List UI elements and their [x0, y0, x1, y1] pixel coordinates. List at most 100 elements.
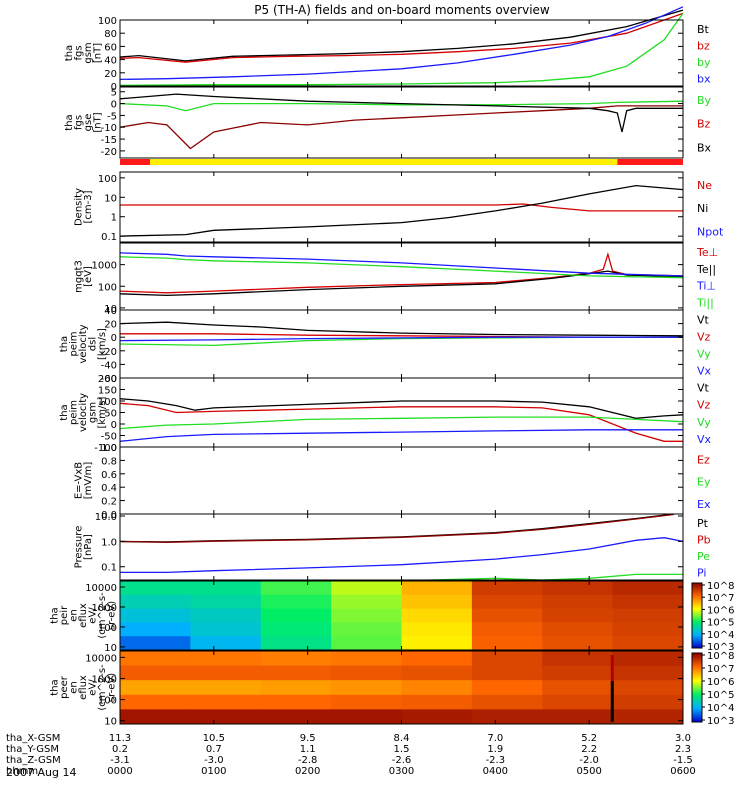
y-axis-label: velocity	[78, 393, 89, 432]
panel-frame	[119, 19, 684, 87]
y-tick-label: -5	[107, 111, 117, 122]
series-velocity-perm-Vx	[119, 336, 683, 342]
heatmap-cell	[190, 680, 262, 696]
panel-frame	[119, 446, 684, 515]
y-tick-label: 5	[111, 88, 117, 99]
y-tick-label: 50	[104, 409, 117, 420]
heatmap-cell	[260, 581, 332, 596]
colorbar-tick-label: 10^5	[707, 618, 734, 629]
y-tick-label: -15	[101, 135, 117, 146]
y-tick-label: -100	[94, 443, 117, 454]
y-tick-label: -10	[101, 123, 117, 134]
y-tick-label: 0	[111, 100, 117, 111]
colorbar-tick-label: 10^3	[707, 642, 734, 653]
legend-label: Vy	[697, 416, 711, 429]
heatmap-cell	[260, 594, 332, 610]
heatmap-cell	[471, 680, 543, 696]
colorbar-tick-label: 10^3	[707, 716, 734, 727]
heatmap-cell	[331, 694, 402, 710]
heatmap-cell	[120, 581, 191, 596]
legend-label: Ni	[697, 202, 708, 215]
heatmap-cell	[542, 680, 614, 696]
heatmap-cell	[331, 665, 402, 681]
colorbar-tick-label: 10^6	[707, 605, 734, 616]
heatmap-cell	[542, 594, 614, 610]
heatmap-cell	[542, 636, 614, 651]
heatmap-cell	[260, 680, 332, 696]
heatmap-cell	[190, 608, 262, 623]
heatmap-cell	[401, 680, 473, 696]
heatmap-cell	[401, 581, 473, 596]
y-tick-label: 0.0	[101, 510, 117, 521]
legend-label: Te⊥	[696, 246, 718, 259]
y-tick-label: 20	[104, 320, 117, 331]
y-axis-label: peim	[69, 400, 80, 425]
y-axis-label: sr-eV)	[107, 601, 118, 630]
heatmap-cell	[120, 622, 191, 637]
heatmap-cell	[401, 651, 473, 667]
y-tick-label: -40	[101, 360, 117, 371]
series-pressure-Pi	[120, 537, 684, 574]
heatmap-cell	[190, 581, 262, 596]
y-tick-label: 40	[104, 56, 117, 67]
y-axis-label: [nPa]	[83, 534, 94, 560]
y-tick-label: 10000	[85, 583, 117, 594]
heatmap-cell	[471, 651, 543, 667]
legend-label: Npot	[697, 226, 724, 239]
x-axis-value: 0100	[201, 766, 226, 777]
plot-title: P5 (TH-A) fields and on-board moments ov…	[254, 3, 550, 17]
heatmap-cell	[120, 680, 191, 696]
heatmap-cell	[542, 651, 614, 667]
y-tick-label: 20	[104, 69, 117, 80]
heatmap-cell	[542, 581, 614, 596]
heatmap-cell	[612, 608, 684, 623]
x-axis-value: 5.2	[581, 733, 597, 744]
panel-ion-spectrogram: 10^310^410^5 10^610^710^8 10 100 1000 10000 th…	[50, 580, 734, 654]
x-axis-value: 3.0	[675, 733, 691, 744]
y-tick-label: 150	[98, 386, 117, 397]
heatmap-cell	[331, 608, 402, 623]
heatmap-cell	[401, 608, 473, 623]
legend-label: Pt	[697, 517, 709, 530]
y-axis-label: [km/s]	[97, 328, 108, 360]
y-axis-label: tha	[64, 45, 75, 61]
heatmap-cell	[260, 636, 332, 651]
x-axis-value: 2.3	[675, 744, 691, 755]
x-axis-value: -3.0	[204, 755, 224, 766]
legend-label: Ex	[697, 498, 711, 511]
y-tick-label: 1000	[92, 261, 117, 272]
x-axis-value: 0200	[295, 766, 320, 777]
heatmap-cell	[260, 622, 332, 637]
x-axis-value: 2.2	[581, 744, 597, 755]
heatmap-cell	[120, 608, 191, 623]
y-tick-label: 0.1	[101, 232, 117, 243]
heatmap-cell	[190, 636, 262, 651]
data-gap-black	[610, 681, 614, 722]
y-tick-label: 100	[98, 696, 117, 707]
y-tick-label: 1	[111, 213, 117, 224]
series-fgs-gsm-bz	[119, 12, 684, 63]
colorbar-tick-label: 10^4	[707, 630, 734, 641]
y-axis-label: eV/	[88, 607, 99, 624]
series-temperature-Te||	[119, 270, 684, 297]
y-tick-label: 1000	[92, 674, 117, 685]
legend-label: Bz	[697, 118, 711, 131]
heatmap-cell	[542, 665, 614, 681]
heatmap-cell	[120, 651, 191, 667]
mode-bar-segment	[150, 159, 618, 165]
y-tick-label: 10	[104, 304, 117, 315]
legend-label: Vy	[697, 347, 711, 360]
colorbar	[691, 582, 703, 649]
legend-label: Pi	[697, 567, 706, 580]
panel-temperature: 10 100 1000 mgqt3[eV] Te⊥ Te|| Ti⊥ Ti||	[73, 242, 718, 315]
y-axis-label: peir	[59, 605, 70, 625]
heatmap-cell	[331, 680, 402, 696]
x-axis-value: -3.1	[110, 755, 130, 766]
heatmap-cell	[612, 680, 684, 696]
x-axis-value: 1.9	[487, 744, 503, 755]
y-tick-label: 100	[98, 623, 117, 634]
colorbar-tick-label: 10^7	[707, 593, 734, 604]
